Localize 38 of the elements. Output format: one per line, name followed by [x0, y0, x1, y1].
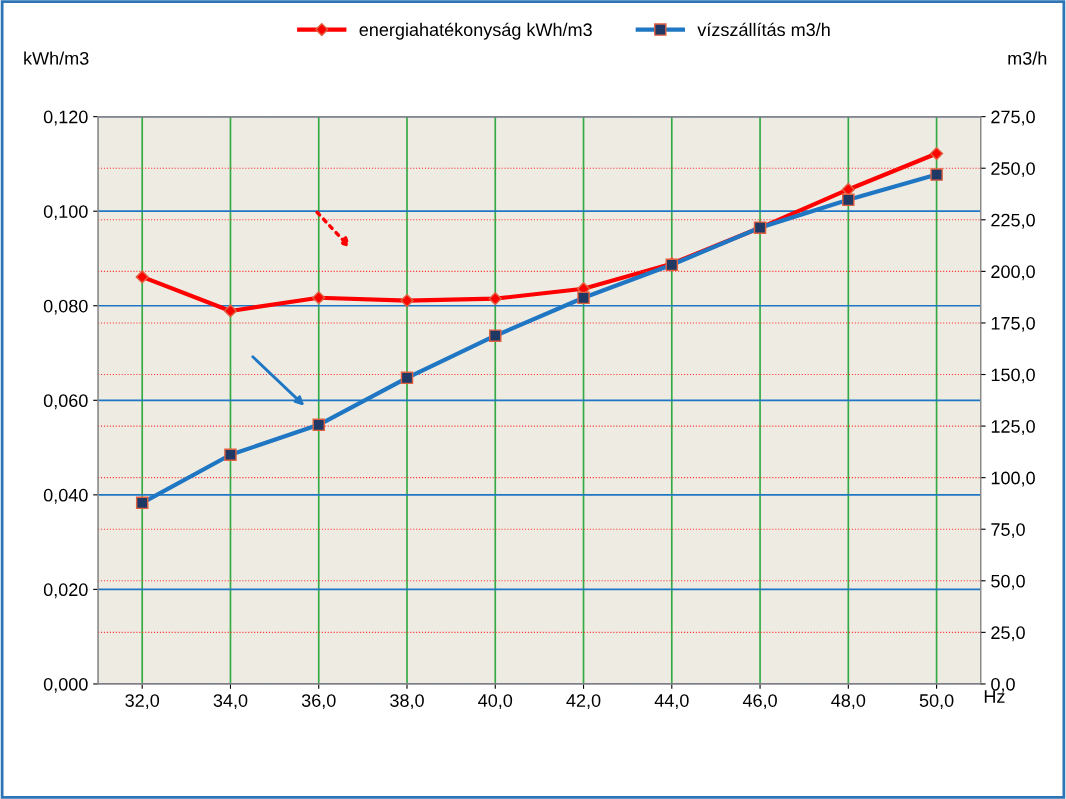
point — [488, 292, 502, 306]
point — [135, 270, 149, 284]
y-tick-label: 0,040 — [43, 488, 88, 504]
x-tick-label: 42,0 — [566, 694, 601, 710]
y2-tick-label: 175,0 — [991, 316, 1035, 332]
y2-tick-label: 150,0 — [991, 368, 1035, 384]
y2-tick-label: 125,0 — [991, 420, 1035, 435]
y2-tick-label: 75,0 — [991, 523, 1025, 539]
y2-tick-label: 250,0 — [991, 162, 1035, 178]
y2-tick-label: 225,0 — [991, 213, 1035, 229]
y2-tick-label: 25,0 — [991, 626, 1025, 642]
point — [400, 293, 414, 308]
x-tick-label: 48,0 — [831, 694, 866, 710]
x-tick-label: 50,0 — [919, 694, 954, 710]
x-tick-label: 36,0 — [301, 694, 336, 710]
x-tick-label: 40,0 — [478, 694, 513, 710]
point — [312, 291, 326, 305]
y2-axis-title: m3/h — [1008, 51, 1047, 65]
x-tick-label: 44,0 — [654, 694, 689, 710]
y-tick-label: 0,020 — [43, 583, 88, 599]
point — [223, 304, 238, 318]
y2-tick-label: 100,0 — [991, 471, 1035, 487]
x-tick-label: 38,0 — [390, 694, 424, 710]
y-axis-title: kWh/m3 — [24, 51, 89, 65]
point — [929, 146, 944, 161]
y2-tick-label: 200,0 — [991, 265, 1035, 281]
y-tick-label: 0,100 — [43, 205, 88, 221]
y2-tick-label: 275,0 — [991, 110, 1035, 126]
legend-label: energiahatékonyság kWh/m3 — [359, 22, 592, 40]
y-tick-label: 0,120 — [43, 110, 88, 126]
y-tick-label: 0,080 — [43, 299, 88, 315]
y-tick-label: 0,000 — [43, 677, 88, 693]
x-tick-label: 32,0 — [125, 694, 160, 710]
x-tick-label: 46,0 — [742, 694, 777, 710]
y-tick-label: 0,060 — [43, 394, 88, 410]
legend-label: vízszállítás m3/h — [697, 22, 830, 37]
y2-tick-label: 50,0 — [991, 574, 1025, 590]
x-tick-label: 34,0 — [213, 694, 248, 710]
